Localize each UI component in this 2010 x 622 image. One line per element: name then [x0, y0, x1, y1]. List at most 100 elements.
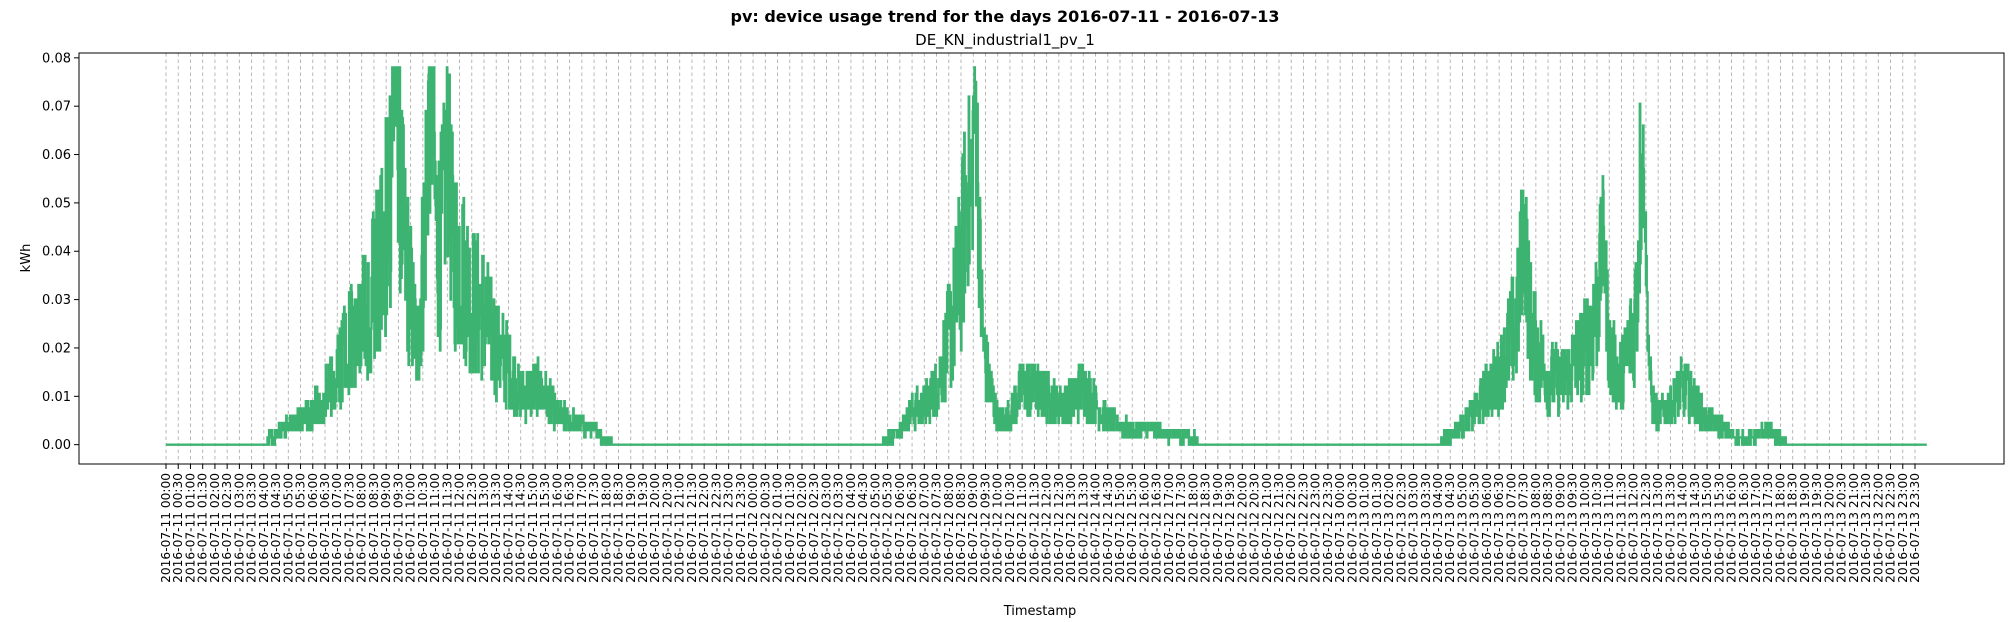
x-tick-label: 2016-07-13 01:00: [1358, 473, 1372, 583]
x-tick-label: 2016-07-13 04:30: [1443, 473, 1457, 583]
x-tick-label: 2016-07-12 16:00: [1137, 473, 1151, 583]
series-line: [166, 66, 1927, 446]
x-tick-label: 2016-07-13 16:00: [1725, 473, 1739, 583]
x-tick-label: 2016-07-13 07:00: [1504, 473, 1518, 583]
x-tick-label: 2016-07-11 10:00: [404, 473, 418, 583]
x-tick-label: 2016-07-13 06:30: [1492, 473, 1506, 583]
y-tick-label: 0.00: [42, 438, 71, 453]
x-tick-label: 2016-07-13 23:00: [1896, 473, 1910, 583]
x-tick-label: 2016-07-13 00:30: [1345, 473, 1359, 583]
x-tick-label: 2016-07-13 14:00: [1676, 473, 1690, 583]
x-axis-label: Timestamp: [1003, 604, 1077, 619]
x-tick-label: 2016-07-11 05:00: [281, 473, 295, 583]
x-tick-label: 2016-07-12 14:00: [1089, 473, 1103, 583]
x-tick-label: 2016-07-12 00:00: [746, 473, 760, 583]
x-tick-label: 2016-07-12 23:00: [1309, 473, 1323, 583]
x-tick-label: 2016-07-11 12:00: [453, 473, 467, 583]
x-tick-label: 2016-07-12 05:30: [881, 473, 895, 583]
x-tick-label: 2016-07-11 05:30: [294, 473, 308, 583]
x-tick-label: 2016-07-12 09:30: [978, 473, 992, 583]
x-tick-label: 2016-07-12 11:30: [1027, 473, 1041, 583]
x-tick-label: 2016-07-12 10:00: [991, 473, 1005, 583]
x-tick-label: 2016-07-11 13:30: [489, 473, 503, 583]
x-tick-label: 2016-07-11 12:30: [465, 473, 479, 583]
x-tick-label: 2016-07-12 08:00: [942, 473, 956, 583]
chart-title: pv: device usage trend for the days 2016…: [731, 7, 1280, 26]
x-tick-label: 2016-07-12 17:00: [1162, 473, 1176, 583]
x-tick-label: 2016-07-11 06:00: [306, 473, 320, 583]
x-tick-label: 2016-07-12 20:00: [1235, 473, 1249, 583]
x-tick-label: 2016-07-11 23:30: [734, 473, 748, 583]
x-tick-label: 2016-07-12 00:30: [758, 473, 772, 583]
x-tick-label: 2016-07-13 17:00: [1749, 473, 1763, 583]
x-tick-label: 2016-07-13 00:00: [1333, 473, 1347, 583]
y-tick-label: 0.07: [42, 100, 71, 115]
x-tick-label: 2016-07-11 14:00: [501, 473, 515, 583]
x-tick-label: 2016-07-11 13:00: [477, 473, 491, 583]
x-tick-label: 2016-07-13 11:30: [1614, 473, 1628, 583]
x-tick-label: 2016-07-13 03:00: [1407, 473, 1421, 583]
x-tick-label: 2016-07-12 13:30: [1076, 473, 1090, 583]
x-tick-label: 2016-07-11 19:00: [624, 473, 638, 583]
x-tick-label: 2016-07-11 06:30: [318, 473, 332, 583]
x-tick-label: 2016-07-13 20:00: [1822, 473, 1836, 583]
x-tick-label: 2016-07-12 08:30: [954, 473, 968, 583]
y-tick-label: 0.01: [42, 390, 71, 405]
x-tick-label: 2016-07-12 14:30: [1101, 473, 1115, 583]
x-tick-label: 2016-07-11 04:00: [257, 473, 271, 583]
x-tick-label: 2016-07-12 03:00: [819, 473, 833, 583]
x-tick-label: 2016-07-12 02:00: [795, 473, 809, 583]
x-tick-label: 2016-07-11 11:30: [440, 473, 454, 583]
x-tick-label: 2016-07-12 22:00: [1284, 473, 1298, 583]
x-tick-label: 2016-07-12 21:00: [1260, 473, 1274, 583]
x-tick-label: 2016-07-13 02:30: [1394, 473, 1408, 583]
x-tick-label: 2016-07-13 06:00: [1480, 473, 1494, 583]
x-tick-label: 2016-07-13 14:30: [1688, 473, 1702, 583]
x-tick-label: 2016-07-13 08:00: [1529, 473, 1543, 583]
x-tick-label: 2016-07-11 21:30: [685, 473, 699, 583]
x-tick-label: 2016-07-12 15:30: [1125, 473, 1139, 583]
x-tick-label: 2016-07-13 13:30: [1663, 473, 1677, 583]
x-tick-label: 2016-07-11 01:00: [183, 473, 197, 583]
x-tick-label: 2016-07-12 12:30: [1052, 473, 1066, 583]
x-tick-label: 2016-07-11 15:30: [538, 473, 552, 583]
y-tick-label: 0.02: [42, 341, 71, 356]
x-tick-label: 2016-07-13 04:00: [1431, 473, 1445, 583]
y-tick-label: 0.04: [42, 245, 71, 260]
x-tick-label: 2016-07-11 07:30: [342, 473, 356, 583]
x-tick-label: 2016-07-13 17:30: [1761, 473, 1775, 583]
x-tick-label: 2016-07-13 09:00: [1553, 473, 1567, 583]
x-tick-label: 2016-07-11 18:30: [612, 473, 626, 583]
x-tick-label: 2016-07-13 15:00: [1700, 473, 1714, 583]
x-tick-label: 2016-07-11 08:00: [355, 473, 369, 583]
x-tick-label: 2016-07-13 12:30: [1639, 473, 1653, 583]
y-tick-label: 0.05: [42, 196, 71, 211]
x-tick-label: 2016-07-13 13:00: [1651, 473, 1665, 583]
x-tick-label: 2016-07-13 02:00: [1382, 473, 1396, 583]
x-tick-label: 2016-07-13 05:30: [1468, 473, 1482, 583]
x-tick-label: 2016-07-11 17:30: [587, 473, 601, 583]
x-tick-label: 2016-07-12 18:00: [1186, 473, 1200, 583]
x-tick-label: 2016-07-12 22:30: [1296, 473, 1310, 583]
x-tick-label: 2016-07-12 19:30: [1223, 473, 1237, 583]
x-tick-label: 2016-07-13 09:30: [1566, 473, 1580, 583]
x-tick-label: 2016-07-12 20:30: [1248, 473, 1262, 583]
x-tick-label: 2016-07-11 21:00: [673, 473, 687, 583]
x-tick-label: 2016-07-12 13:00: [1064, 473, 1078, 583]
x-tick-label: 2016-07-11 14:30: [514, 473, 528, 583]
x-tick-label: 2016-07-11 08:30: [367, 473, 381, 583]
x-tick-label: 2016-07-12 02:30: [807, 473, 821, 583]
x-tick-label: 2016-07-13 19:30: [1810, 473, 1824, 583]
x-tick-label: 2016-07-11 22:30: [709, 473, 723, 583]
x-tick-label: 2016-07-11 23:00: [722, 473, 736, 583]
x-tick-label: 2016-07-13 21:30: [1859, 473, 1873, 583]
x-tick-label: 2016-07-11 02:30: [220, 473, 234, 583]
plot-area-frame: [78, 52, 2005, 465]
x-tick-label: 2016-07-11 07:00: [330, 473, 344, 583]
x-tick-label: 2016-07-11 17:00: [575, 473, 589, 583]
x-tick-label: 2016-07-11 02:00: [208, 473, 222, 583]
x-tick-label: 2016-07-13 18:30: [1786, 473, 1800, 583]
x-tick-label: 2016-07-13 22:30: [1884, 473, 1898, 583]
x-tick-label: 2016-07-13 19:00: [1798, 473, 1812, 583]
chart-subtitle: DE_KN_industrial1_pv_1: [915, 31, 1095, 50]
